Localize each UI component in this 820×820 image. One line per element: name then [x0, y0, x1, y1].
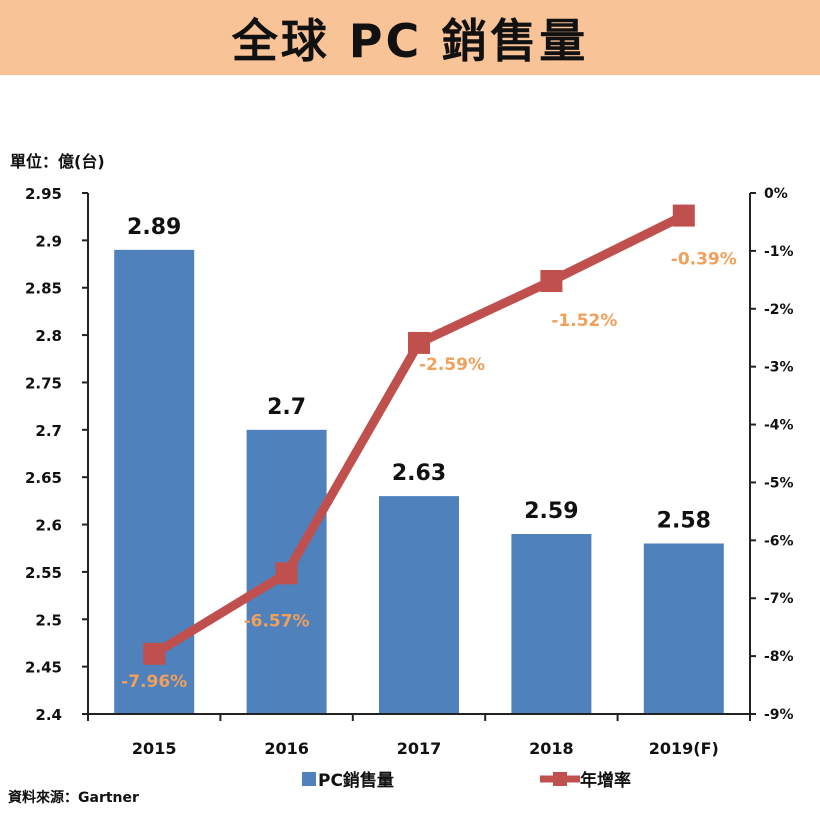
bar-value-label: 2.7 — [267, 395, 306, 420]
source-label: 資料來源：Gartner — [8, 790, 139, 806]
y-left-tick-label: 2.7 — [35, 422, 62, 440]
y-right-tick-label: -9% — [764, 707, 794, 723]
x-tick-label: 2018 — [529, 739, 574, 758]
y-left-tick-label: 2.6 — [35, 517, 62, 535]
rate-marker-2018 — [540, 269, 563, 292]
unit-label: 單位：億(台) — [10, 152, 105, 171]
rate-value-label: -6.57% — [244, 611, 310, 631]
rate-series — [143, 204, 695, 665]
x-tick-label: 2019(F) — [649, 739, 719, 758]
y-left-tick-label: 2.95 — [25, 185, 62, 203]
rate-value-label: -0.39% — [671, 250, 737, 270]
y-right-tick-label: -2% — [764, 302, 794, 318]
rate-value-label: -2.59% — [419, 355, 485, 375]
rate-marker-2015 — [143, 642, 166, 665]
axes: 2.4 2.45 2.5 2.55 2.6 2.65 2.7 2.75 2.8 2.85 2.9 2.… — [25, 185, 794, 758]
title-band: 全球 PC 銷售量 — [0, 0, 820, 75]
chart-title: 全球 PC 銷售量 — [231, 13, 589, 68]
y-left-tick-label: 2.65 — [25, 469, 62, 487]
y-right-tick-label: -5% — [764, 475, 794, 491]
data-labels: 2.89 2.7 2.63 2.59 2.58 -7.96% -6.57% -2.59% -1.… — [121, 215, 737, 692]
y-right-tick-label: -3% — [764, 360, 794, 376]
y-left-tick-label: 2.55 — [25, 564, 62, 582]
y-left-tick-label: 2.45 — [25, 659, 62, 677]
y-left-tick-label: 2.5 — [35, 611, 62, 629]
rate-value-label: -7.96% — [121, 672, 187, 692]
bar-2019(F) — [643, 543, 724, 714]
y-right-tick-label: -1% — [764, 244, 794, 260]
y-left-tick-label: 2.4 — [35, 706, 62, 724]
legend-label-line: 年增率 — [580, 770, 631, 791]
bar-value-label: 2.59 — [524, 499, 578, 524]
y-right-tick-label: 0% — [764, 186, 788, 202]
rate-marker-2019(F) — [672, 204, 695, 227]
y-right-tick-label: -8% — [764, 649, 794, 665]
rate-marker-2017 — [408, 331, 430, 354]
y-left-tick-label: 2.75 — [25, 374, 62, 392]
legend-swatch-bar — [302, 772, 316, 786]
x-tick-label: 2017 — [397, 739, 442, 758]
bar-value-label: 2.58 — [657, 508, 711, 533]
bar-2017 — [379, 496, 459, 714]
rate-value-label: -1.52% — [551, 311, 617, 331]
y-left-tick-label: 2.9 — [35, 232, 62, 250]
bar-value-label: 2.63 — [392, 461, 446, 486]
legend-swatch-marker — [553, 772, 567, 786]
bar-2018 — [511, 534, 592, 714]
y-right-tick-label: -7% — [764, 591, 794, 607]
rate-marker-2016 — [275, 562, 298, 585]
y-right-tick-label: -6% — [764, 533, 794, 549]
legend: PC銷售量 年增率 — [302, 770, 631, 791]
y-left-tick-label: 2.85 — [25, 280, 62, 298]
bar-value-label: 2.89 — [127, 215, 181, 240]
legend-label-bar: PC銷售量 — [318, 770, 394, 791]
x-tick-label: 2016 — [264, 739, 309, 758]
x-tick-label: 2015 — [132, 739, 177, 758]
y-right-tick-label: -4% — [764, 418, 794, 434]
y-left-tick-label: 2.8 — [35, 327, 62, 345]
